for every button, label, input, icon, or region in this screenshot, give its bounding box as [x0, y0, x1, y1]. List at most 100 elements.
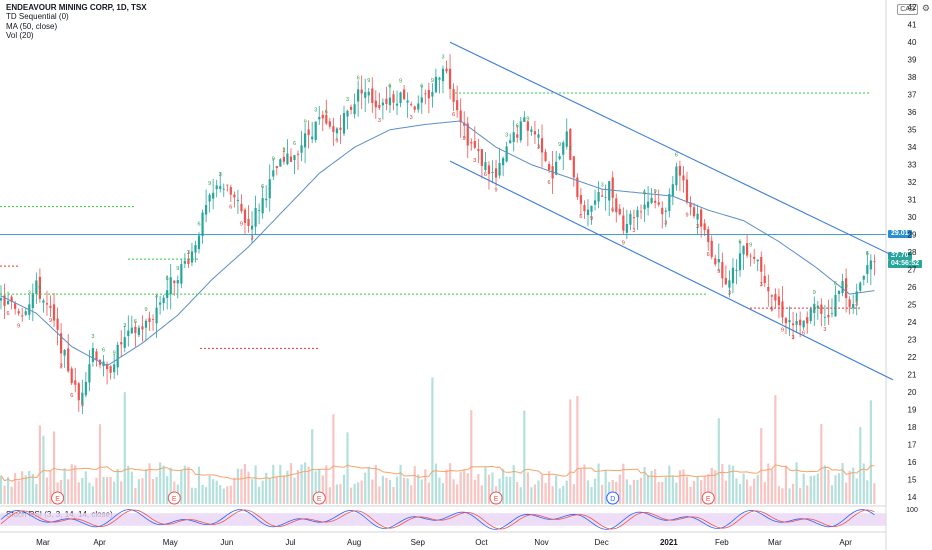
candle-body: [498, 163, 501, 176]
candle-body: [636, 210, 639, 218]
volume-bar: [116, 468, 119, 504]
indicator-vol[interactable]: Vol (20): [6, 31, 34, 41]
volume-bar: [38, 425, 41, 504]
price-tick-label: 38: [908, 73, 917, 82]
candle-body: [392, 94, 395, 103]
candle-body: [678, 165, 682, 176]
volume-bar: [296, 470, 300, 504]
candle-body: [795, 321, 798, 325]
td-count-label: 3: [855, 301, 858, 307]
candle-body: [562, 142, 565, 155]
volume-bar: [275, 477, 278, 504]
gear-icon[interactable]: ⚙: [921, 3, 930, 13]
volume-bar: [300, 464, 303, 504]
candle-body: [173, 280, 176, 284]
volume-bar: [526, 472, 529, 504]
td-count-label: 3: [537, 144, 540, 150]
volume-bar: [799, 487, 802, 504]
candle-body: [862, 275, 865, 280]
candle-body: [265, 198, 268, 201]
candle-body: [162, 297, 165, 303]
td-count-label: 6: [484, 172, 487, 178]
volume-bar: [622, 463, 625, 504]
candle-body: [417, 103, 420, 110]
candle-body: [120, 342, 123, 345]
indicator-td-sequential[interactable]: TD Sequential (0): [6, 12, 69, 22]
indicator-ma[interactable]: MA (50, close): [6, 21, 58, 31]
candle-body: [784, 318, 788, 324]
volume-bar: [586, 480, 590, 504]
candle-body: [325, 114, 328, 124]
volume-bar: [367, 466, 370, 504]
volume-bar: [519, 487, 522, 504]
candle-body: [494, 168, 498, 178]
currency-badge[interactable]: CAD: [897, 4, 918, 15]
td-count-label: 9: [399, 79, 402, 85]
candle-body: [296, 153, 300, 155]
volume-bar: [480, 485, 483, 504]
td-count-label: 6: [197, 222, 200, 228]
volume-bar: [470, 410, 473, 504]
volume-bar: [664, 477, 667, 504]
candle-body: [88, 364, 91, 383]
candle-body: [692, 207, 696, 217]
candle-body: [49, 305, 52, 308]
candle-body: [215, 185, 218, 190]
volume-bar: [505, 476, 508, 504]
candle-body: [311, 136, 314, 140]
candle-body: [629, 213, 632, 225]
volume-bar: [233, 477, 236, 504]
candle-body: [654, 200, 657, 203]
volume-bar: [42, 435, 45, 504]
last-price-tag: 27.70: [888, 252, 912, 261]
time-tick-label: Mar: [768, 538, 782, 547]
volume-bar: [806, 485, 809, 504]
time-tick-label: Jun: [220, 538, 233, 547]
td-count-label: 6: [738, 239, 741, 245]
candle-body: [753, 256, 756, 259]
candle-body: [219, 186, 222, 189]
candle-body: [615, 198, 618, 213]
candle-body: [547, 164, 551, 170]
volume-bar: [420, 479, 423, 504]
candle-body: [760, 257, 763, 272]
candle-body: [855, 291, 858, 302]
td-count-label: 9: [781, 327, 784, 333]
candle-body: [303, 133, 307, 148]
volume-bar: [381, 475, 384, 504]
volume-bar: [516, 482, 519, 504]
candle-body: [113, 364, 116, 373]
candle-body: [60, 333, 63, 354]
volume-bar: [537, 480, 540, 504]
td-count-label: 6: [452, 112, 455, 118]
candle-body: [452, 89, 455, 103]
volume-bar: [194, 488, 197, 504]
price-tick-label: 16: [908, 458, 917, 467]
td-count-label: 3: [346, 97, 349, 103]
volume-bar: [809, 476, 812, 504]
candle-body: [611, 177, 614, 198]
countdown-tag: 04:56:52: [888, 260, 923, 269]
candle-body: [590, 205, 593, 212]
candle-body: [268, 179, 271, 199]
volume-bar: [636, 479, 639, 504]
volume-bar: [629, 484, 632, 504]
volume-bar: [332, 414, 335, 504]
candle-body: [445, 68, 448, 72]
candle-body: [314, 121, 317, 141]
candle-body: [31, 293, 34, 309]
volume-bar: [845, 482, 848, 504]
td-count-label: 6: [229, 205, 232, 211]
volume-bar: [162, 465, 165, 504]
td-count-label: 3: [282, 148, 285, 154]
volume-bar: [682, 469, 685, 504]
candle-body: [141, 326, 144, 330]
td-count-label: 9: [558, 142, 561, 148]
volume-bar: [427, 482, 430, 504]
stoch-tick-label: 100: [906, 507, 918, 514]
price-tick-label: 22: [908, 353, 917, 362]
time-tick-label: Nov: [534, 538, 548, 547]
td-count-label: 6: [70, 393, 73, 399]
volume-bar: [707, 474, 710, 504]
